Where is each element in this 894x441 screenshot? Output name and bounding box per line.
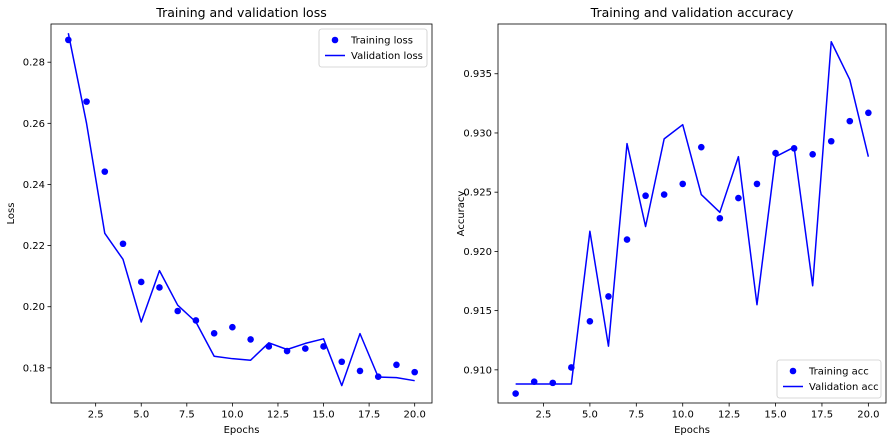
training-point (772, 149, 779, 157)
training-point (137, 278, 145, 286)
x-tick-label: 12.5 (718, 410, 740, 421)
y-tick-label: 0.925 (463, 188, 492, 199)
y-tick-label: 0.28 (23, 58, 45, 69)
y-tick-label: 0.18 (23, 363, 45, 374)
x-tick-label: 20.0 (857, 410, 879, 421)
training-point (753, 180, 761, 188)
x-tick-label: 17.5 (811, 410, 833, 421)
training-point (735, 194, 742, 202)
legend-label: Validation acc (809, 382, 879, 393)
y-tick-label: 0.26 (23, 119, 45, 130)
legend-box (776, 359, 882, 399)
training-point (174, 307, 181, 315)
training-point (660, 191, 668, 198)
x-tick-label: 17.5 (358, 410, 380, 421)
training-point (302, 345, 309, 352)
legend: Training acc Validation acc (776, 359, 882, 399)
x-tick-label: 2.5 (88, 410, 104, 421)
training-point (865, 109, 872, 117)
training-point (809, 150, 816, 158)
training-point (393, 361, 400, 369)
y-tick-label: 0.20 (23, 302, 45, 313)
x-tick-label: 20.0 (404, 410, 426, 421)
x-tick-label: 10.0 (221, 410, 243, 421)
y-tick-label: 0.910 (463, 365, 492, 376)
x-tick-label: 15.0 (764, 410, 786, 421)
training-point (356, 367, 364, 375)
y-tick-label: 0.22 (23, 241, 45, 252)
legend-label: Validation loss (351, 51, 423, 62)
training-point (549, 379, 557, 387)
legend: Training loss Validation loss (318, 28, 428, 68)
training-point (229, 323, 236, 331)
training-point (605, 293, 612, 300)
training-point (210, 330, 218, 337)
plot-frame (50, 23, 433, 404)
training-point (586, 317, 594, 325)
y-tick-label: 0.915 (463, 306, 492, 317)
training-point (83, 98, 90, 105)
training-point (192, 317, 200, 324)
training-point (512, 390, 519, 397)
loss-chart: Training and validation loss 2.5 5.0 7.5 10.… (6, 5, 433, 436)
training-point (679, 180, 687, 188)
legend-label: Training acc (808, 367, 869, 378)
y-tick-label: 0.935 (463, 69, 492, 80)
training-point (846, 117, 854, 125)
training-point (827, 137, 835, 145)
x-tick-label: 2.5 (536, 410, 552, 421)
y-tick-label: 0.930 (463, 128, 492, 139)
legend-marker-swatch (331, 36, 339, 44)
y-axis-label: Accuracy (456, 191, 467, 237)
chart-title: Training and validation loss (155, 5, 326, 20)
x-tick-label: 5.0 (133, 410, 149, 421)
training-point (411, 368, 418, 376)
x-tick-label: 12.5 (267, 410, 289, 421)
training-point (247, 336, 254, 343)
y-tick-label: 0.24 (23, 180, 45, 191)
x-tick-label: 5.0 (582, 410, 598, 421)
x-tick-label: 7.5 (628, 410, 644, 421)
x-axis-label: Epochs (674, 425, 710, 436)
plot-frame (497, 23, 887, 404)
training-point (623, 236, 631, 243)
training-point (716, 214, 724, 222)
legend-marker-swatch (789, 367, 797, 375)
training-point (101, 168, 109, 175)
y-axis-label: Loss (6, 203, 17, 225)
validation-line (67, 33, 415, 387)
validation-line (515, 41, 870, 385)
chart-title: Training and validation accuracy (590, 5, 794, 20)
accuracy-chart: Training and validation accuracy 2.5 5.0 7.… (456, 5, 887, 436)
training-point (156, 284, 163, 291)
training-point (119, 240, 127, 248)
y-tick-label: 0.920 (463, 247, 492, 258)
legend-label: Training loss (350, 36, 413, 47)
training-point (338, 358, 346, 366)
x-tick-label: 10.0 (672, 410, 694, 421)
legend-box (318, 28, 428, 68)
x-tick-label: 15.0 (312, 410, 334, 421)
training-point (697, 143, 705, 151)
training-point (642, 192, 649, 200)
x-axis-label: Epochs (224, 425, 260, 436)
x-tick-label: 7.5 (179, 410, 195, 421)
